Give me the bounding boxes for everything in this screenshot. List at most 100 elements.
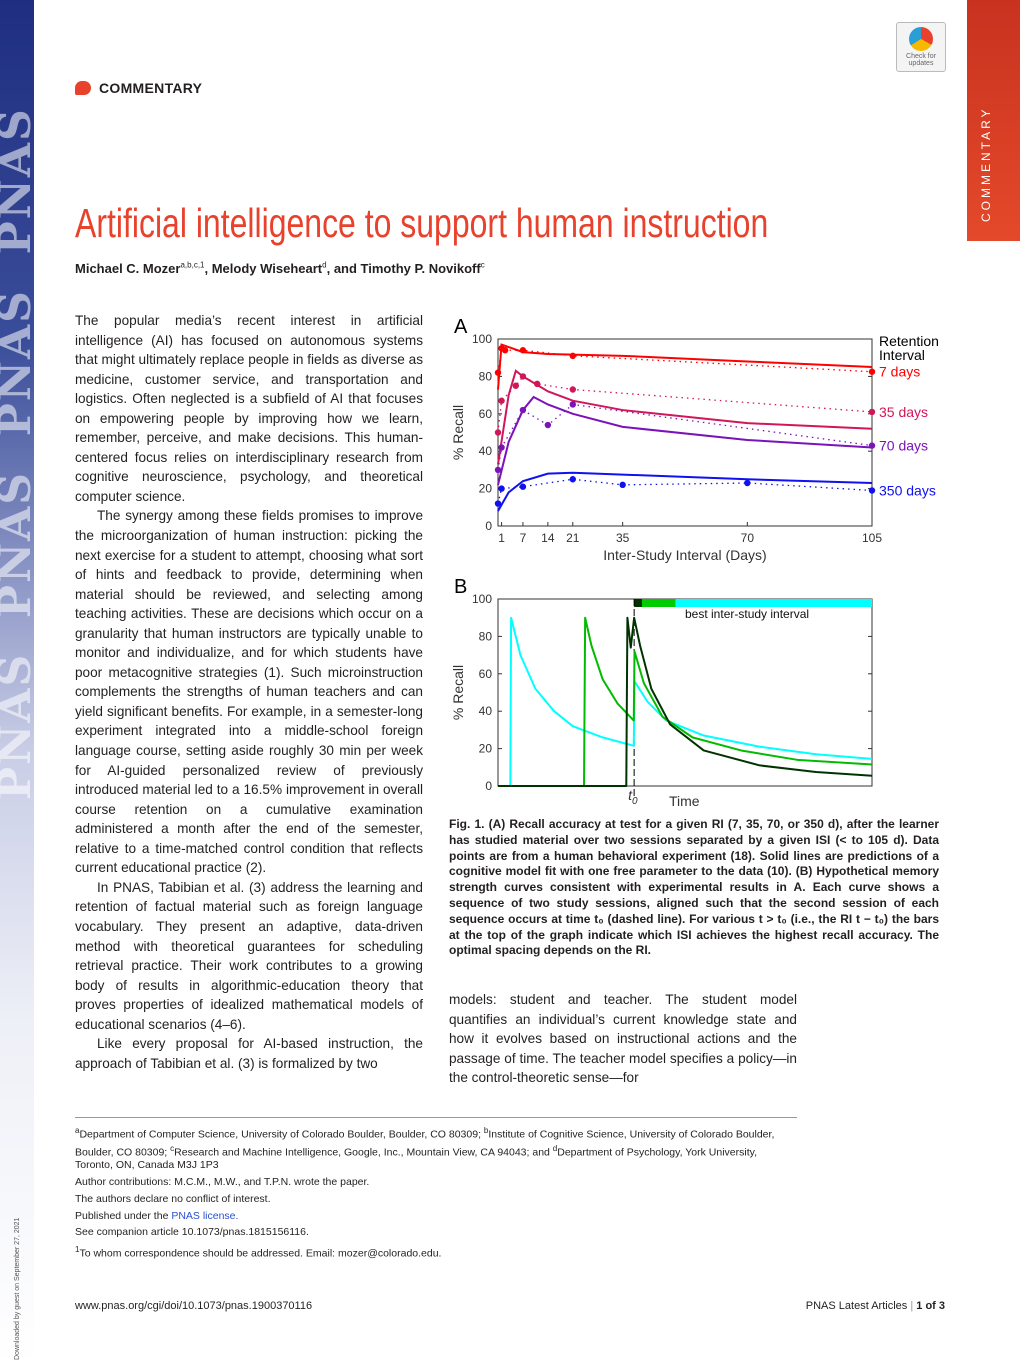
data-point	[498, 444, 505, 451]
series-label: 35 days	[879, 404, 928, 420]
y-tick-label: 0	[485, 519, 492, 533]
body-right-column: models: student and teacher. The student…	[449, 990, 797, 1088]
y-tick-label: 60	[479, 407, 493, 421]
paragraph: Like every proposal for AI-based instruc…	[75, 1036, 423, 1071]
memory-curve	[498, 616, 873, 787]
kicker-label: COMMENTARY	[99, 80, 203, 96]
data-point	[519, 406, 527, 414]
data-point	[744, 479, 751, 487]
data-point	[519, 483, 527, 490]
figure-caption: Fig. 1. (A) Recall accuracy at test for …	[449, 817, 939, 958]
data-point	[868, 368, 876, 375]
model-line	[497, 369, 873, 465]
footnotes: aDepartment of Computer Science, Univers…	[75, 1117, 797, 1264]
pnas-license-link[interactable]: PNAS license.	[171, 1209, 239, 1222]
speech-bubble-icon	[75, 81, 91, 95]
conflict-statement: The authors declare no conflict of inter…	[75, 1192, 271, 1205]
data-point	[494, 500, 502, 507]
legend-title: Retention	[879, 333, 939, 349]
y-tick-label: 60	[479, 667, 493, 681]
x-tick-label: 35	[616, 531, 630, 545]
y-tick-label: 80	[479, 369, 493, 383]
data-point	[868, 442, 876, 449]
y-axis-label: % Recall	[450, 665, 466, 720]
data-line	[497, 403, 873, 471]
companion-article: See companion article 10.1073/pnas.18151…	[75, 1226, 309, 1239]
data-point	[494, 429, 502, 436]
model-line	[497, 343, 873, 390]
badge-label: Check for updates	[906, 53, 936, 67]
memory-curve	[498, 616, 873, 787]
x-tick-label: 1	[498, 531, 505, 545]
x-tick-label: 14	[541, 531, 555, 545]
x-tick-label: 105	[862, 531, 882, 545]
panel-label: A	[454, 316, 468, 338]
body-left-column: The popular media’s recent interest in a…	[75, 311, 423, 1073]
bar-label: best inter-study interval	[685, 607, 809, 621]
y-tick-label: 100	[472, 332, 492, 346]
legend-title: Interval	[879, 347, 925, 363]
section-kicker: COMMENTARY	[75, 80, 202, 96]
correspondence: 1To whom correspondence should be addres…	[75, 1244, 442, 1260]
data-point	[868, 408, 876, 416]
series-label: 70 days	[879, 438, 928, 454]
journal-sidebar: PNAS PNAS PNAS PNAS	[0, 0, 41, 1365]
x-axis-label: Time	[669, 793, 700, 809]
section-tab-label: COMMENTARY	[979, 106, 993, 222]
author: Michael C. Mozera,b,c,1,	[75, 261, 212, 277]
panel-label: B	[454, 576, 467, 598]
paragraph: In PNAS, Tabibian et al. (3) address the…	[75, 879, 423, 1032]
data-point	[569, 352, 576, 360]
data-point	[569, 386, 576, 393]
data-point	[868, 487, 876, 494]
paragraph: The popular media’s recent interest in a…	[75, 313, 423, 504]
x-axis-label: Inter-Study Interval (Days)	[603, 547, 766, 563]
x-tick-label: 70	[741, 531, 755, 545]
data-line	[497, 375, 873, 433]
data-point	[569, 476, 576, 483]
data-line	[497, 347, 873, 373]
data-point	[519, 373, 527, 380]
series-label: 7 days	[879, 364, 920, 380]
best-isi-bar	[634, 599, 642, 607]
y-tick-label: 40	[479, 444, 493, 458]
model-line	[497, 471, 873, 512]
t0-label: t0	[628, 787, 638, 807]
y-axis-label: % Recall	[450, 405, 466, 460]
author: Timothy P. Novikoffc	[360, 261, 485, 277]
best-isi-bar	[641, 599, 676, 607]
x-tick-label: 21	[566, 531, 580, 545]
y-tick-label: 20	[479, 742, 493, 756]
memory-curve	[498, 616, 873, 787]
data-point	[494, 466, 502, 474]
data-point	[494, 369, 502, 376]
data-point	[512, 382, 520, 389]
page-info: PNAS Latest Articles | 1 of 3	[805, 1300, 945, 1312]
pnas-watermark: PNAS PNAS PNAS PNAS	[0, 107, 41, 800]
paragraph: The synergy among these fields promises …	[75, 508, 423, 876]
paragraph: models: student and teacher. The student…	[449, 992, 797, 1086]
figure-1b: B 0 20 40 60 80 100 % Recall best inter-study in…	[450, 576, 873, 809]
data-point	[544, 421, 552, 429]
data-point	[501, 347, 509, 354]
author-list: Michael C. Mozera,b,c,1, Melody Wisehear…	[75, 261, 485, 276]
y-tick-label: 20	[479, 482, 493, 496]
article-title: Artificial intelligence to support human…	[75, 200, 769, 246]
best-isi-bar	[675, 599, 872, 607]
download-note: Downloaded by guest on September 27, 202…	[14, 1217, 21, 1360]
data-point	[569, 401, 576, 408]
data-point	[498, 397, 505, 404]
data-point	[519, 347, 527, 354]
check-for-updates-badge[interactable]: Check for updates	[896, 22, 946, 72]
data-point	[498, 485, 505, 492]
series-label: 350 days	[879, 482, 936, 498]
model-line	[497, 395, 873, 486]
author: Melody Wiseheartd, and	[211, 261, 361, 277]
update-icon	[909, 27, 933, 51]
y-tick-label: 0	[485, 779, 492, 793]
y-tick-label: 40	[479, 704, 493, 718]
section-tab: COMMENTARY	[967, 0, 1020, 241]
y-tick-label: 80	[479, 629, 493, 643]
doi-url[interactable]: www.pnas.org/cgi/doi/10.1073/pnas.190037…	[75, 1300, 313, 1312]
author-contributions: Author contributions: M.C.M., M.W., and …	[75, 1176, 370, 1189]
